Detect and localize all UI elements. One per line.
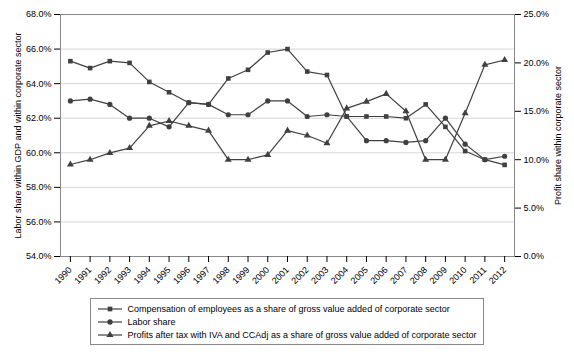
svg-text:1990: 1990: [53, 265, 74, 286]
svg-text:2009: 2009: [428, 265, 449, 286]
svg-text:1995: 1995: [151, 265, 172, 286]
svg-text:2008: 2008: [408, 265, 429, 286]
svg-text:25.0%: 25.0%: [524, 9, 550, 19]
svg-text:1996: 1996: [171, 265, 192, 286]
svg-text:2007: 2007: [388, 265, 409, 286]
svg-text:2002: 2002: [289, 265, 310, 286]
svg-text:62.0%: 62.0%: [26, 113, 52, 123]
svg-text:15.0%: 15.0%: [524, 106, 550, 116]
svg-text:56.0%: 56.0%: [26, 217, 52, 227]
svg-text:2003: 2003: [309, 265, 330, 286]
svg-text:2005: 2005: [349, 265, 370, 286]
svg-text:20.0%: 20.0%: [524, 58, 550, 68]
svg-text:54.0%: 54.0%: [26, 251, 52, 261]
svg-text:Profit share within corporate: Profit share within corporate sector: [553, 66, 563, 205]
svg-text:1992: 1992: [92, 265, 113, 286]
svg-text:2001: 2001: [270, 265, 291, 286]
html-text:Compensation of employees as a: Compensation of employees as a share of …: [127, 303, 450, 314]
svg-text:1993: 1993: [112, 265, 133, 286]
svg-text:5.0%: 5.0%: [524, 203, 545, 213]
svg-text:66.0%: 66.0%: [26, 44, 52, 54]
svg-text:2006: 2006: [368, 265, 389, 286]
svg-text:1999: 1999: [230, 265, 251, 286]
svg-text:2010: 2010: [447, 265, 468, 286]
svg-text:2011: 2011: [468, 265, 489, 286]
svg-text:1994: 1994: [132, 265, 153, 286]
svg-text:10.0%: 10.0%: [524, 155, 550, 165]
svg-text:2000: 2000: [250, 265, 271, 286]
svg-text:2004: 2004: [329, 265, 350, 286]
svg-text:2012: 2012: [487, 265, 508, 286]
svg-text:1997: 1997: [191, 265, 212, 286]
svg-text:0.0%: 0.0%: [524, 251, 545, 261]
html-text:Profits after tax with IVA and: Profits after tax with IVA and CCAdj as …: [127, 329, 477, 340]
svg-text:1991: 1991: [72, 265, 93, 286]
svg-text:60.0%: 60.0%: [26, 148, 52, 158]
svg-text:64.0%: 64.0%: [26, 79, 52, 89]
svg-text:Labor share within GDP and wit: Labor share within GDP and within corpor…: [13, 33, 23, 239]
html-text:Labor share: Labor share: [127, 316, 176, 327]
svg-text:58.0%: 58.0%: [26, 182, 52, 192]
svg-text:1998: 1998: [210, 265, 231, 286]
svg-text:68.0%: 68.0%: [26, 9, 52, 19]
